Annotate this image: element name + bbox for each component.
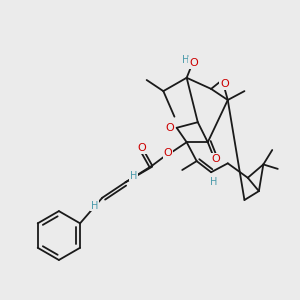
Text: H: H [210,177,217,187]
Text: O: O [138,143,147,153]
Text: H: H [91,201,98,211]
Text: H: H [182,55,189,65]
Text: O: O [164,148,172,158]
Text: O: O [189,58,198,68]
Text: O: O [166,123,174,133]
Text: H: H [130,171,137,181]
Text: O: O [211,154,220,164]
Text: O: O [220,80,229,89]
